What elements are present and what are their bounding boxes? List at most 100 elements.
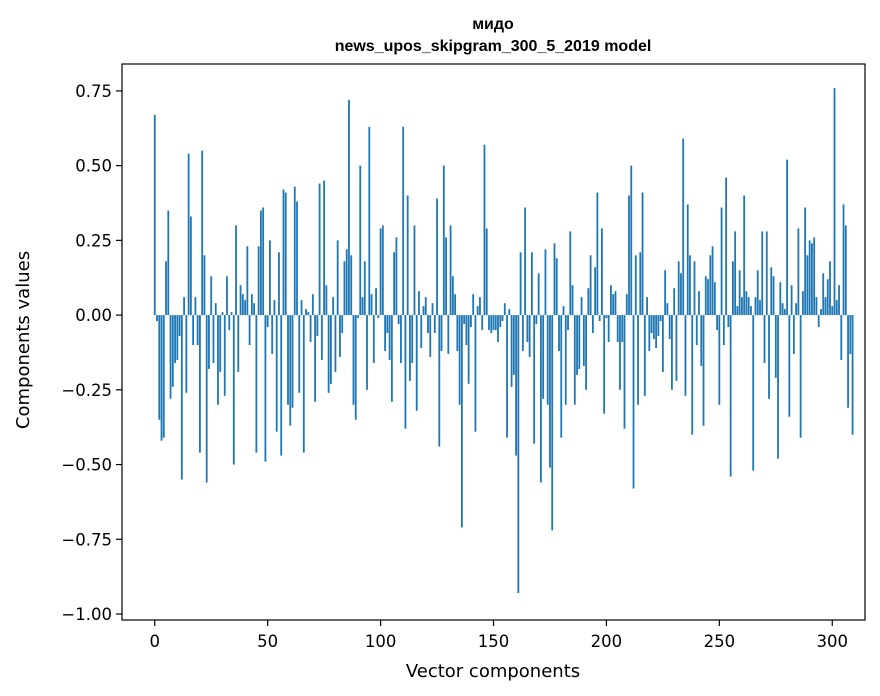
bar-139 — [467, 315, 470, 384]
bar-297 — [824, 297, 827, 316]
bar-13 — [183, 297, 186, 316]
bar-116 — [415, 315, 418, 411]
bar-201 — [607, 315, 610, 342]
bar-213 — [634, 255, 637, 316]
bar-231 — [675, 315, 678, 381]
bar-49 — [264, 315, 267, 462]
bar-48 — [262, 207, 265, 316]
bar-87 — [350, 255, 353, 316]
bar-206 — [619, 315, 621, 390]
bar-166 — [528, 315, 531, 357]
bar-247 — [711, 246, 714, 316]
bar-220 — [650, 315, 653, 334]
bar-172 — [542, 315, 545, 399]
bar-143 — [476, 306, 479, 316]
bar-298 — [826, 279, 829, 316]
y-tick-label: −0.50 — [61, 456, 112, 475]
bar-46 — [257, 246, 260, 316]
bar-25 — [210, 276, 213, 316]
bar-28 — [217, 315, 219, 405]
bar-29 — [219, 315, 222, 372]
bar-157 — [508, 309, 511, 316]
bar-32 — [226, 276, 228, 316]
bar-43 — [250, 294, 253, 316]
bar-177 — [553, 243, 556, 316]
x-tick-label: 50 — [257, 632, 278, 651]
bar-34 — [230, 312, 233, 316]
bar-36 — [235, 225, 237, 316]
bar-92 — [361, 297, 364, 316]
bar-274 — [772, 276, 775, 316]
bar-10 — [176, 315, 179, 360]
bar-63 — [296, 201, 298, 316]
bar-119 — [422, 306, 425, 316]
bar-218 — [646, 297, 648, 316]
bar-128 — [442, 165, 445, 316]
bar-37 — [237, 315, 240, 372]
bar-73 — [318, 183, 321, 316]
y-tick-label: −1.00 — [61, 605, 112, 624]
bar-105 — [390, 315, 393, 402]
bar-33 — [228, 315, 231, 331]
bar-230 — [673, 288, 676, 316]
bar-52 — [271, 315, 274, 354]
bar-93 — [363, 261, 366, 316]
x-tick-label: 0 — [149, 632, 160, 651]
x-axis-ticks: 0 50 100 150 200 250 300 — [149, 620, 848, 651]
bar-283 — [792, 315, 795, 354]
bar-27 — [214, 303, 217, 316]
bar-42 — [248, 315, 251, 345]
bar-223 — [657, 315, 660, 337]
bar-56 — [280, 315, 283, 456]
bar-252 — [722, 315, 725, 345]
bar-168 — [533, 315, 536, 444]
bar-81 — [336, 240, 339, 316]
bar-39 — [241, 294, 244, 316]
bar-24 — [208, 315, 210, 369]
bar-61 — [291, 315, 294, 408]
bar-150 — [492, 315, 495, 331]
bar-106 — [393, 252, 396, 316]
bar-70 — [311, 294, 314, 316]
bar-75 — [323, 180, 326, 316]
bar-212 — [632, 315, 635, 489]
bar-8 — [171, 315, 174, 387]
bar-288 — [804, 207, 807, 316]
bar-156 — [506, 315, 508, 438]
bar-273 — [770, 267, 773, 316]
bar-233 — [680, 273, 682, 316]
bar-4 — [162, 315, 165, 438]
bar-301 — [833, 87, 836, 316]
bar-117 — [418, 291, 420, 316]
bar-295 — [820, 309, 822, 316]
bar-184 — [569, 231, 572, 316]
bar-124 — [433, 315, 436, 334]
bar-280 — [786, 159, 788, 316]
bar-225 — [661, 315, 664, 372]
bar-183 — [567, 315, 569, 331]
bar-205 — [616, 315, 619, 342]
bar-155 — [503, 303, 506, 316]
bar-287 — [801, 291, 804, 316]
bar-222 — [655, 315, 658, 348]
bar-78 — [329, 315, 332, 384]
bar-140 — [470, 315, 472, 328]
bar-217 — [643, 315, 646, 396]
bar-259 — [738, 270, 741, 316]
bar-292 — [813, 237, 816, 316]
bar-296 — [822, 273, 825, 316]
bar-59 — [287, 315, 289, 405]
bar-170 — [537, 273, 540, 316]
bar-118 — [420, 315, 423, 348]
bar-82 — [339, 315, 341, 357]
bar-122 — [429, 315, 432, 357]
bar-204 — [614, 291, 617, 316]
bar-153 — [499, 315, 502, 328]
y-tick-label: −0.75 — [61, 530, 112, 549]
bar-26 — [212, 315, 215, 363]
chart-title-line2: news_upos_skipgram_300_5_2019 model — [335, 38, 652, 55]
x-tick-label: 100 — [365, 632, 397, 651]
bar-83 — [341, 315, 344, 334]
x-tick-label: 200 — [591, 632, 623, 651]
bar-307 — [847, 315, 849, 408]
